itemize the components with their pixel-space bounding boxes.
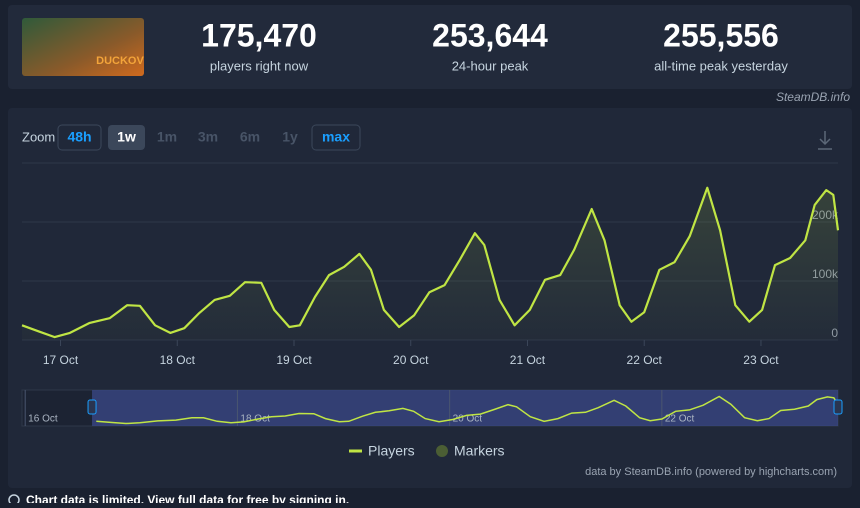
x-tick-label: 20 Oct: [393, 353, 429, 367]
x-tick-label: 23 Oct: [743, 353, 779, 367]
navigator-selection: [92, 390, 838, 426]
thumbnail-text: DUCKOV: [96, 55, 144, 67]
zoom-option[interactable]: 1w: [117, 129, 136, 145]
download-icon[interactable]: [818, 131, 832, 150]
zoom-buttons: 48h 1w 1m 3m 6m 1y max: [57, 124, 361, 151]
zoom-button[interactable]: [311, 124, 361, 151]
x-tick-label: 17 Oct: [43, 353, 79, 367]
stat-label: 24-hour peak: [452, 58, 529, 73]
x-tick-label: 21 Oct: [510, 353, 546, 367]
zoom-button[interactable]: [108, 125, 145, 150]
navigator-handle[interactable]: [833, 399, 843, 415]
area: [22, 187, 838, 340]
x-tick-label: 22 Oct: [627, 353, 663, 367]
navigator-label: 22 Oct: [665, 414, 695, 425]
legend: Players Markers: [349, 443, 505, 459]
info-icon: [8, 494, 20, 506]
zoom-option[interactable]: max: [322, 129, 350, 145]
x-tick-label: 19 Oct: [276, 353, 312, 367]
credits: data by SteamDB.info (powered by highcha…: [585, 466, 837, 478]
zoom-button[interactable]: [57, 124, 102, 151]
legend-label[interactable]: Markers: [454, 443, 505, 459]
line: [21, 186, 840, 339]
zoom-option[interactable]: 1y: [282, 129, 298, 145]
zoom-option[interactable]: 3m: [198, 129, 218, 145]
zoom-option[interactable]: 48h: [67, 129, 91, 145]
navigator-handle[interactable]: [87, 399, 97, 415]
x-tick-label: 18 Oct: [160, 353, 196, 367]
navigator-label: 20 Oct: [453, 414, 483, 425]
legend-marker: [436, 445, 448, 457]
navigator-line: [96, 395, 839, 425]
zoom-label: Zoom: [22, 129, 55, 144]
stat-label: players right now: [210, 58, 309, 73]
stat-value: 175,470: [201, 17, 317, 53]
stat-value: 255,556: [663, 17, 779, 53]
zoom-option[interactable]: 6m: [240, 129, 260, 145]
legend-label[interactable]: Players: [368, 443, 415, 459]
source: SteamDB.info: [776, 90, 850, 104]
thumbnail: [22, 18, 144, 76]
navigator-label: 16 Oct: [28, 414, 58, 425]
footer: Chart data is limited. View full data fo…: [26, 493, 349, 503]
header-panel: [8, 5, 852, 89]
stat-label: all-time peak yesterday: [654, 58, 788, 73]
zoom-option[interactable]: 1m: [157, 129, 177, 145]
stat-value: 253,644: [432, 17, 548, 53]
